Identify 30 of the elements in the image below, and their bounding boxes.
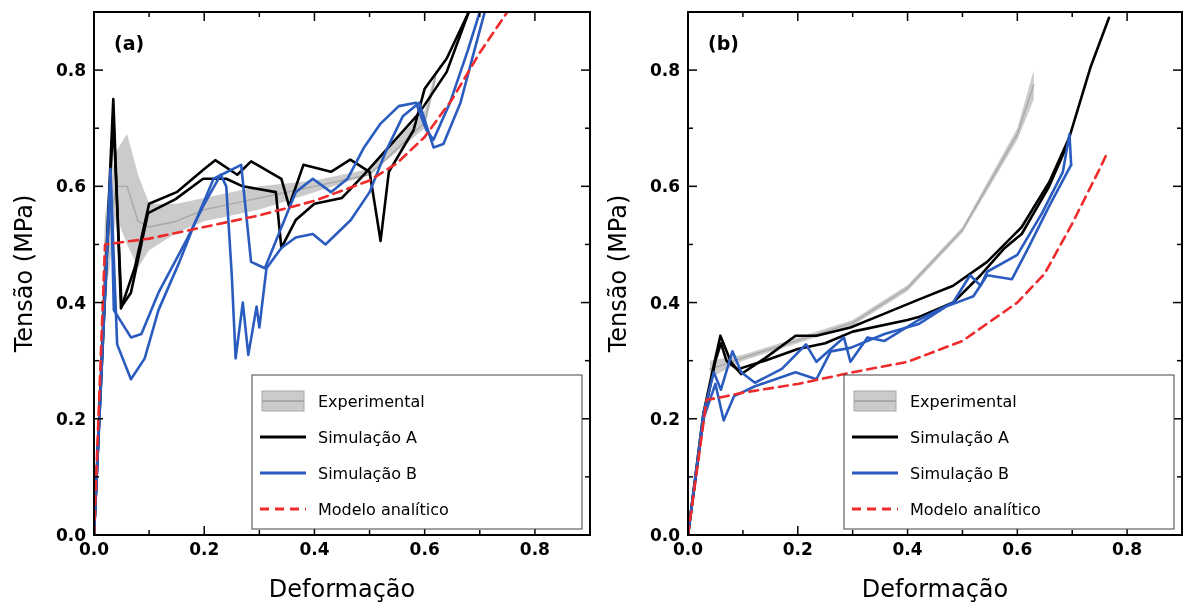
x-tick-label: 0.8 (1112, 539, 1143, 559)
x-tick-label: 0.6 (409, 539, 440, 559)
text: (a) (114, 32, 145, 54)
legend-label: Modelo analítico (318, 499, 449, 519)
legend-label: Simulação B (910, 463, 1010, 483)
legend-label: Experimental (910, 391, 1017, 411)
x-tick-label: 0.6 (1002, 539, 1033, 559)
y-tick-label: 0.8 (649, 60, 680, 81)
y-axis-title: Tensão (MPa) (604, 194, 632, 354)
x-tick-label: 0.2 (189, 539, 220, 559)
legend-label: Simulação A (318, 427, 418, 447)
x-tick-label: 0.8 (519, 539, 550, 559)
x-tick-label: 0.4 (892, 539, 923, 559)
y-tick-label: 0.6 (649, 176, 680, 197)
x-axis-title: Deformação (268, 575, 416, 603)
text: (b) (708, 32, 739, 54)
x-tick-label: 0.4 (299, 539, 330, 559)
y-tick-label: 0.2 (55, 408, 86, 429)
y-tick-label: 0.6 (55, 176, 86, 197)
legend-label: Modelo analítico (910, 499, 1041, 519)
y-tick-label: 0.2 (649, 408, 680, 429)
legend-label: Simulação B (318, 463, 418, 483)
legend-label: Simulação A (910, 427, 1010, 447)
legend-label: Experimental (318, 391, 425, 411)
y-tick-label: 0.4 (649, 292, 681, 313)
x-axis-title: Deformação (861, 575, 1009, 603)
y-tick-label: 0.8 (55, 60, 86, 81)
y-axis-title: Tensão (MPa) (10, 194, 38, 354)
x-tick-label: 0.2 (782, 539, 813, 559)
y-tick-label: 0.4 (55, 292, 87, 313)
